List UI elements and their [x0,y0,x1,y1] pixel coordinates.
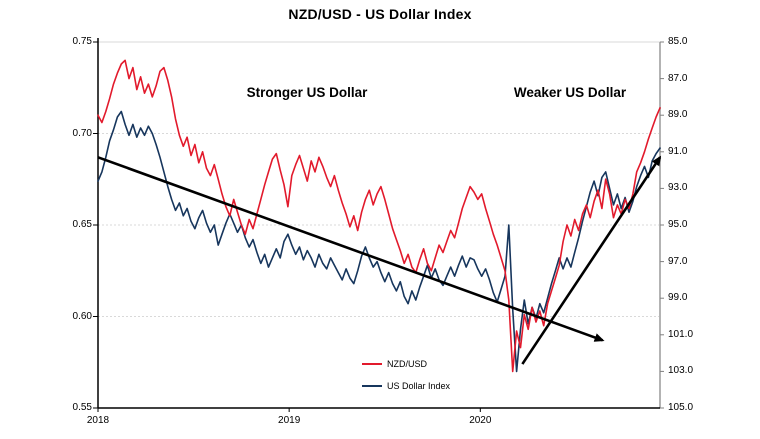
left-axis-tick-label: 0.60 [72,310,92,322]
x-axis-year-label: 2020 [469,415,492,426]
nzdusd-line-series [97,59,661,373]
right-axis-tick-label: 93.0 [668,182,688,194]
right-axis-tick-label: 89.0 [668,109,688,121]
left-axis-tick-label: 0.70 [72,127,92,139]
right-axis-tick-label: 101.0 [668,328,694,340]
left-axis-tick-label: 0.75 [72,36,92,47]
nzdusd-line-swatch [362,363,382,365]
right-axis-tick-label: 105.0 [668,402,694,413]
usd-index-line-swatch [362,385,382,387]
legend-item-usd-index: US Dollar Index [362,375,450,397]
left-axis-tick-label: 0.65 [72,219,92,230]
weaker-us-dollar-annotation: Weaker US Dollar [513,85,627,100]
right-axis-tick-label: 97.0 [668,255,688,267]
right-axis-tick-label: 99.0 [668,292,688,304]
stronger-us-dollar-annotation: Stronger US Dollar [246,85,368,100]
chart-legend: NZD/USD US Dollar Index [362,353,450,397]
legend-label-usd-index: US Dollar Index [387,381,451,391]
x-axis-year-label: 2019 [278,415,301,426]
uptrend-arrow [521,155,662,365]
usd-index-line-series [97,110,661,373]
right-axis-tick-label: 85.0 [668,36,688,47]
right-axis-tick-label: 91.0 [668,145,688,157]
right-axis-tick-label: 95.0 [668,219,688,230]
downtrend-arrow [97,156,605,342]
legend-label-nzdusd: NZD/USD [387,359,427,369]
chart-title: NZD/USD - US Dollar Index [288,6,472,22]
x-axis-year-label: 2018 [86,415,110,426]
left-axis-tick-label: 0.55 [72,402,92,413]
legend-item-nzdusd: NZD/USD [362,353,450,375]
right-axis-tick-label: 103.0 [668,365,694,377]
right-axis-tick-label: 87.0 [668,72,688,84]
